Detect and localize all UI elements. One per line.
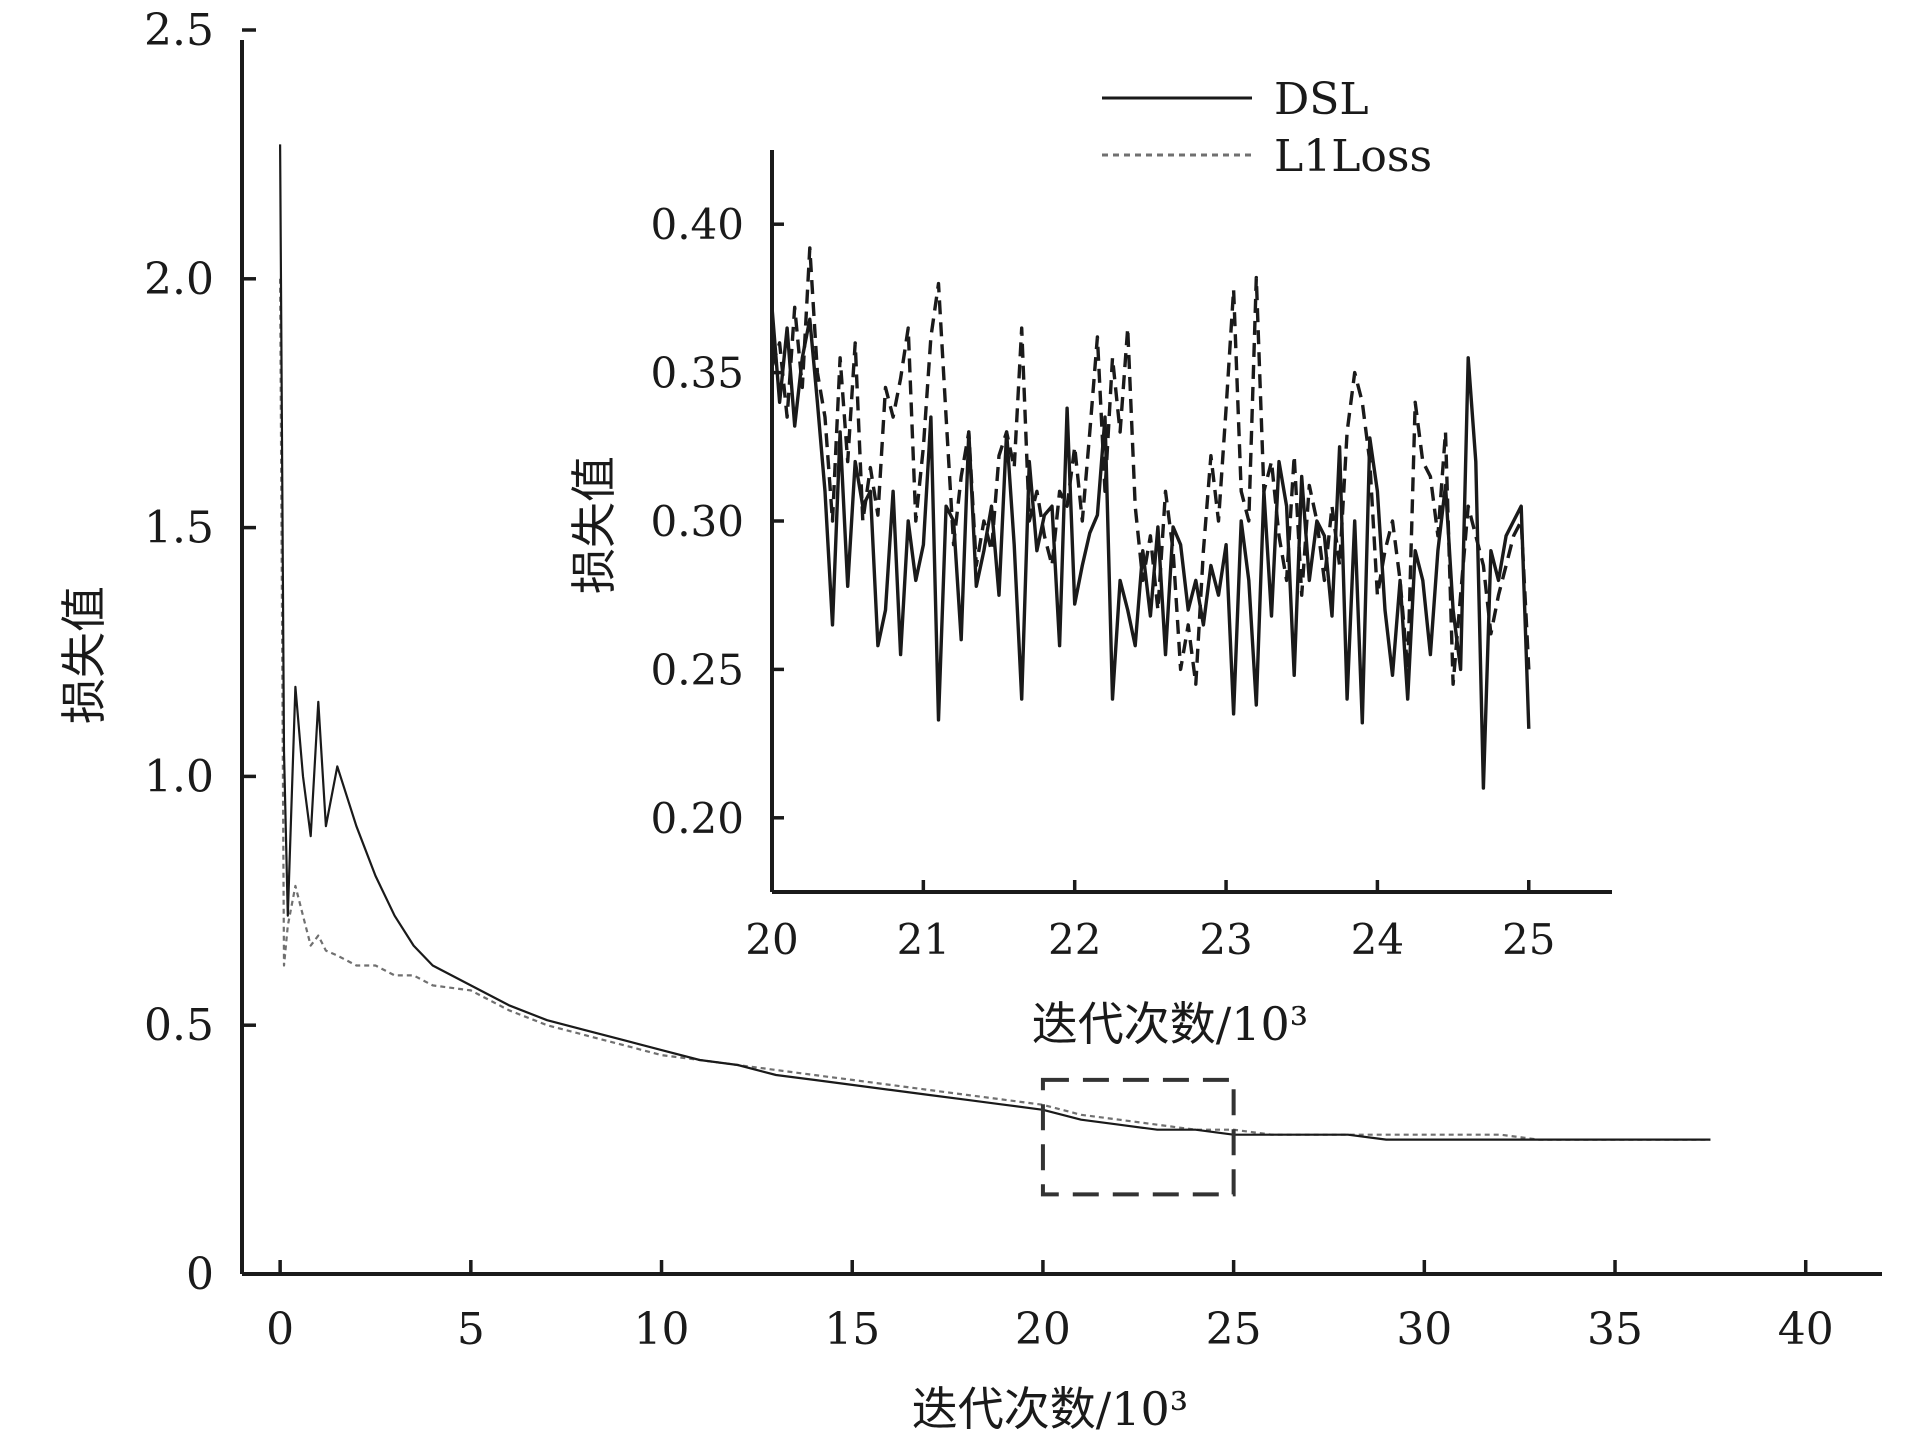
zoom-region-box bbox=[1040, 1077, 1236, 1197]
main-x-tick-label: 25 bbox=[1206, 1304, 1262, 1355]
inset-x-ticks: 20 21 22 23 24 25 bbox=[745, 880, 1555, 964]
main-x-tick-label: 10 bbox=[634, 1304, 690, 1355]
inset-y-tick-label: 0.20 bbox=[650, 794, 744, 843]
main-x-axis-title: 迭代次数/10³ bbox=[912, 1382, 1188, 1436]
inset-y-ticks: 0.20 0.25 0.30 0.35 0.40 bbox=[650, 200, 784, 843]
main-y-axis-title: 损失值 bbox=[57, 586, 111, 724]
inset-x-tick-label: 20 bbox=[745, 915, 798, 964]
inset-x-tick-label: 22 bbox=[1048, 915, 1101, 964]
inset-chart: 0.20 0.25 0.30 0.35 0.40 20 21 22 23 24 25 迭代次数/1… bbox=[567, 150, 1612, 1051]
inset-series-l1loss bbox=[772, 246, 1531, 686]
inset-y-axis-title: 损失值 bbox=[567, 456, 621, 594]
inset-x-tick-label: 25 bbox=[1502, 915, 1555, 964]
main-y-ticks: 0 0.5 1.0 1.5 2.0 2.5 bbox=[144, 5, 256, 1300]
inset-series-layer bbox=[772, 246, 1531, 790]
inset-x-tick-label: 24 bbox=[1351, 915, 1404, 964]
main-series-l1loss bbox=[279, 278, 1711, 1141]
inset-y-tick-label: 0.30 bbox=[650, 497, 744, 546]
legend-label-dsl: DSL bbox=[1274, 74, 1369, 125]
inset-y-tick-label: 0.40 bbox=[650, 200, 744, 249]
inset-x-tick-label: 21 bbox=[897, 915, 950, 964]
main-x-tick-label: 30 bbox=[1396, 1304, 1452, 1355]
main-y-tick-label: 0.5 bbox=[144, 1000, 214, 1051]
main-y-tick-label: 1.5 bbox=[144, 503, 214, 554]
main-x-tick-label: 0 bbox=[266, 1304, 294, 1355]
main-y-tick-label: 0 bbox=[186, 1249, 214, 1300]
main-x-tick-label: 15 bbox=[824, 1304, 880, 1355]
main-x-tick-label: 35 bbox=[1587, 1304, 1643, 1355]
legend: DSL L1Loss bbox=[1102, 74, 1432, 182]
zoom-box-layer bbox=[1040, 1077, 1236, 1197]
main-series-dsl bbox=[279, 144, 1711, 1141]
main-y-tick-label: 2.0 bbox=[144, 254, 214, 305]
inset-y-tick-label: 0.25 bbox=[650, 645, 744, 694]
legend-label-l1loss: L1Loss bbox=[1274, 131, 1432, 182]
inset-x-axis-title: 迭代次数/10³ bbox=[1032, 997, 1308, 1051]
main-x-tick-label: 5 bbox=[457, 1304, 485, 1355]
inset-x-tick-label: 23 bbox=[1199, 915, 1252, 964]
inset-series-dsl bbox=[772, 307, 1531, 790]
main-x-tick-label: 40 bbox=[1778, 1304, 1834, 1355]
inset-y-tick-label: 0.35 bbox=[650, 349, 744, 398]
main-y-tick-label: 1.0 bbox=[144, 751, 214, 802]
main-x-ticks: 0 5 10 15 20 25 30 35 40 bbox=[266, 1260, 1834, 1355]
main-series-layer bbox=[279, 144, 1711, 1141]
main-y-tick-label: 2.5 bbox=[144, 5, 214, 56]
main-x-tick-label: 20 bbox=[1015, 1304, 1071, 1355]
main-chart: 0 0.5 1.0 1.5 2.0 2.5 0 5 10 15 20 25 30 35 40 迭代次数/1… bbox=[57, 5, 1882, 1436]
